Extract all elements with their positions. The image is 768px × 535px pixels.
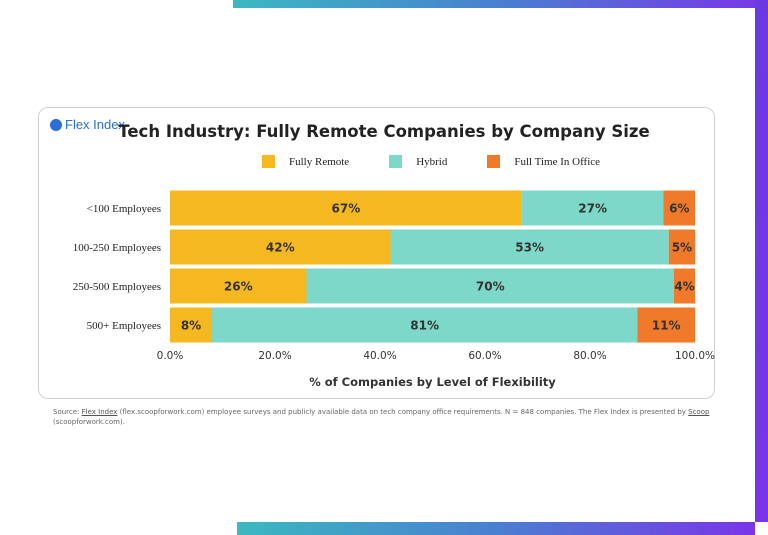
data-label: 4% bbox=[674, 280, 694, 294]
bar-segment bbox=[212, 307, 638, 343]
data-label: 81% bbox=[410, 319, 439, 333]
legend: Fully Remote Hybrid Full Time In Office bbox=[262, 155, 640, 168]
flex-index-logo: Flex Index bbox=[50, 117, 125, 132]
source-prefix: Source: bbox=[53, 408, 82, 416]
legend-label: Full Time In Office bbox=[514, 155, 601, 168]
legend-label: Fully Remote bbox=[289, 155, 350, 168]
source-suffix: (scoopforwork.com). bbox=[53, 418, 125, 426]
decorative-top-bar bbox=[233, 0, 768, 8]
bar-segment bbox=[390, 229, 669, 265]
category-label: 100-250 Employees bbox=[73, 242, 161, 254]
bar-segment bbox=[170, 229, 391, 265]
bar-segment bbox=[170, 307, 212, 343]
x-tick-label: 20.0% bbox=[258, 350, 291, 362]
chart-title: Tech Industry: Fully Remote Companies by… bbox=[118, 122, 650, 141]
decorative-right-bar bbox=[755, 0, 768, 522]
source-note: Source: Flex Index (flex.scoopforwork.co… bbox=[53, 407, 713, 427]
x-tick-label: 0.0% bbox=[157, 350, 184, 362]
x-tick-label: 100.0% bbox=[675, 350, 715, 362]
flex-index-link[interactable]: Flex Index bbox=[81, 408, 118, 416]
data-label: 70% bbox=[476, 280, 505, 294]
data-label: 8% bbox=[181, 319, 201, 333]
data-label: 27% bbox=[578, 202, 607, 216]
data-label: 42% bbox=[266, 241, 295, 255]
scoop-link[interactable]: Scoop bbox=[688, 408, 710, 416]
data-label: 67% bbox=[332, 202, 361, 216]
data-label: 11% bbox=[652, 319, 681, 333]
bar-segment bbox=[674, 268, 695, 304]
legend-item-office: Full Time In Office bbox=[487, 155, 600, 168]
data-label: 53% bbox=[515, 241, 544, 255]
legend-swatch bbox=[487, 155, 501, 168]
data-label: 5% bbox=[672, 241, 692, 255]
logo-text: Flex Index bbox=[65, 117, 125, 132]
data-label: 6% bbox=[669, 202, 689, 216]
bar-segment bbox=[668, 229, 695, 265]
bar-segment bbox=[521, 190, 664, 226]
source-text: (flex.scoopforwork.com) employee surveys… bbox=[117, 408, 689, 416]
bar-segment bbox=[637, 307, 695, 343]
x-tick-label: 40.0% bbox=[363, 350, 396, 362]
bar-segment bbox=[306, 268, 674, 304]
legend-item-fully-remote: Fully Remote bbox=[262, 155, 349, 168]
x-tick-label: 80.0% bbox=[573, 350, 606, 362]
flex-index-logo-icon bbox=[50, 118, 62, 131]
data-label: 26% bbox=[224, 280, 253, 294]
chart-card bbox=[38, 107, 715, 399]
decorative-bottom-bar bbox=[237, 522, 755, 535]
legend-swatch bbox=[262, 155, 275, 168]
category-label: 500+ Employees bbox=[87, 320, 161, 332]
legend-swatch bbox=[389, 155, 403, 168]
x-axis-label: % of Companies by Level of Flexibility bbox=[309, 375, 556, 389]
category-label: <100 Employees bbox=[87, 203, 161, 215]
x-tick-label: 60.0% bbox=[468, 350, 501, 362]
category-label: 250-500 Employees bbox=[73, 281, 161, 293]
bar-segment bbox=[170, 190, 522, 226]
legend-label: Hybrid bbox=[416, 155, 448, 168]
bar-segment bbox=[663, 190, 695, 226]
legend-item-hybrid: Hybrid bbox=[389, 155, 447, 168]
bar-segment bbox=[170, 268, 307, 304]
